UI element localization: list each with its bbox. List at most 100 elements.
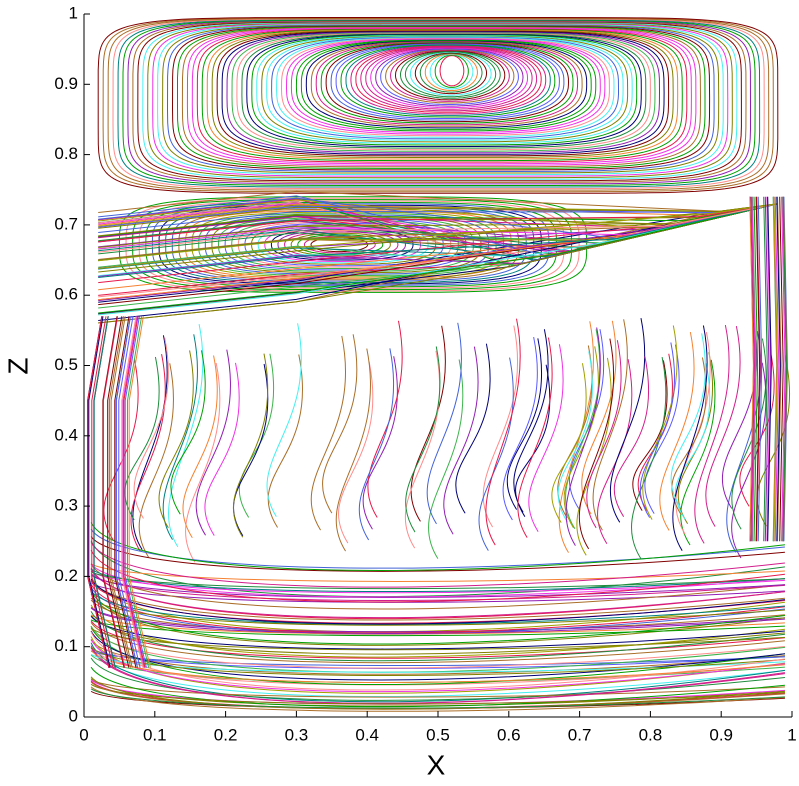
y-axis-label: Z: [2, 357, 33, 374]
streamline: [90, 619, 785, 637]
streamline: [90, 622, 785, 664]
streamline: [565, 327, 601, 546]
streamline: [226, 31, 661, 154]
streamline: [102, 17, 774, 193]
streamline: [390, 49, 510, 102]
streamline: [90, 597, 785, 626]
streamline: [177, 25, 706, 169]
streamline: [557, 351, 593, 523]
streamline: [102, 316, 126, 668]
streamline: [166, 24, 715, 172]
streamline: [137, 21, 742, 182]
streamline: [122, 316, 145, 668]
streamlines: [87, 17, 791, 712]
streamline: [305, 40, 588, 129]
streamline: [138, 363, 174, 558]
streamline: [358, 348, 395, 541]
streamline: [576, 357, 612, 556]
streamline: [345, 44, 551, 116]
streamline: [721, 322, 758, 509]
streamline: [90, 542, 785, 588]
streamline: [753, 196, 759, 542]
streamline: [110, 316, 133, 668]
streamline: [91, 316, 114, 668]
streamline: [238, 353, 275, 518]
streamline: [757, 196, 763, 542]
streamline: [118, 196, 588, 293]
streamline: [380, 48, 519, 105]
streamline: [90, 590, 785, 625]
streamline: [90, 631, 785, 691]
streamline: [90, 666, 785, 708]
streamline: [151, 203, 550, 286]
streamline: [340, 44, 556, 118]
streamline: [670, 333, 706, 508]
streamline: [766, 196, 771, 542]
streamline: [632, 360, 668, 511]
streamline: [528, 344, 564, 532]
streamline: [157, 23, 724, 176]
streamline: [123, 316, 146, 668]
streamline: [114, 316, 137, 668]
streamline: [367, 320, 403, 518]
streamline: [152, 23, 729, 177]
streamline: [767, 196, 772, 542]
streamline: [90, 574, 785, 598]
streamline: [404, 51, 497, 98]
streamline: [563, 346, 599, 529]
streamline: [90, 679, 785, 698]
streamline: [365, 46, 533, 110]
streamline: [115, 316, 139, 668]
streamline: [360, 46, 538, 112]
streamline: [335, 348, 372, 552]
streamline: [145, 201, 558, 288]
streamline: [181, 26, 702, 168]
streamline: [90, 568, 785, 619]
streamline: [117, 19, 761, 188]
streamline: [162, 334, 198, 540]
streamline: [424, 53, 478, 91]
streamline: [127, 316, 150, 668]
streamline: [261, 35, 629, 143]
x-tick-label: 1: [787, 725, 796, 744]
y-tick-label: 0.4: [54, 425, 78, 444]
y-tick-label: 0.9: [54, 74, 78, 93]
streamline: [502, 336, 538, 521]
streamline: [659, 331, 695, 531]
streamline: [310, 237, 369, 253]
streamline: [107, 316, 130, 668]
streamline: [97, 17, 779, 194]
streamline: [98, 203, 778, 253]
streamline: [731, 362, 767, 559]
streamline: [88, 316, 111, 668]
streamline: [178, 208, 520, 281]
streamline: [98, 203, 778, 314]
streamline: [485, 318, 521, 546]
streamline: [455, 343, 491, 514]
streamline: [185, 362, 221, 563]
streamline: [90, 650, 785, 683]
streamline: [107, 18, 770, 191]
streamline: [90, 573, 785, 601]
streamline: [276, 36, 615, 138]
streamline: [271, 36, 619, 140]
x-tick-label: 0.9: [709, 725, 733, 744]
streamline: [90, 571, 785, 590]
streamline: [256, 34, 633, 145]
streamline: [122, 19, 756, 186]
streamline: [478, 357, 514, 551]
streamline: [142, 22, 738, 180]
streamline: [749, 196, 754, 542]
streamline: [756, 355, 791, 527]
streamline: [90, 536, 785, 572]
streamline: [132, 20, 747, 183]
streamline: [186, 27, 697, 166]
streamline: [763, 196, 768, 542]
streamline: [558, 321, 594, 553]
streamline: [750, 196, 756, 542]
streamline: [90, 642, 785, 703]
streamline: [434, 54, 469, 88]
streamline: [90, 549, 785, 603]
streamline: [310, 335, 347, 531]
streamline: [675, 332, 711, 535]
